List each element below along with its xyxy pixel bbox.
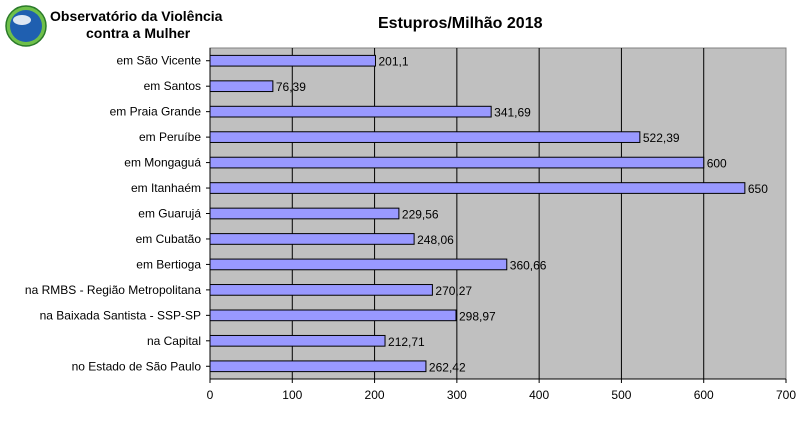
category-label: em Guarujá — [138, 207, 201, 221]
category-label: no Estado de São Paulo — [72, 359, 202, 373]
category-label: em Santos — [144, 79, 201, 93]
data-label: 600 — [707, 157, 727, 171]
category-label: em Bertioga — [136, 257, 201, 271]
category-label: em Cubatão — [136, 232, 202, 246]
category-label: na Capital — [147, 334, 201, 348]
org-name-line-1: Observatório da Violência — [50, 8, 223, 24]
x-tick-label: 100 — [282, 388, 302, 402]
x-tick-label: 200 — [365, 388, 385, 402]
data-label: 298,97 — [459, 309, 496, 323]
data-label: 76,39 — [276, 80, 306, 94]
category-label: em Mongaguá — [124, 156, 201, 170]
axes: 0 100 200 300 400 500 600 700 em São Vicente em S… — [25, 48, 796, 402]
category-label: na RMBS - Região Metropolitana — [25, 283, 201, 297]
bar — [209, 334, 386, 347]
bar — [209, 258, 508, 271]
x-tick-label: 400 — [529, 388, 549, 402]
x-tick-label: 500 — [611, 388, 631, 402]
x-tick-label: 300 — [447, 388, 467, 402]
data-label: 650 — [748, 182, 768, 196]
category-label: em Itanhaém — [131, 181, 201, 195]
x-tick-label: 700 — [776, 388, 796, 402]
data-label: 201,1 — [378, 55, 408, 69]
data-label: 341,69 — [494, 106, 531, 120]
chart-title: Estupros/Milhão 2018 — [378, 15, 543, 32]
category-label: em Praia Grande — [110, 105, 202, 119]
x-tick-label: 0 — [207, 388, 214, 402]
bar — [209, 156, 705, 169]
org-name-line-2: contra a Mulher — [86, 25, 191, 41]
bar — [209, 182, 746, 194]
category-label: na Baixada Santista - SSP-SP — [40, 308, 201, 322]
bar — [209, 207, 400, 220]
data-label: 229,56 — [402, 208, 439, 222]
data-label: 262,42 — [429, 360, 466, 374]
category-label: em São Vicente — [117, 54, 202, 68]
bar — [209, 360, 427, 373]
category-label: em Peruíbe — [139, 130, 201, 144]
bar — [209, 309, 457, 322]
data-label: 270,27 — [435, 284, 472, 298]
data-label: 212,71 — [388, 335, 425, 349]
data-label: 360,66 — [510, 258, 547, 272]
bar — [209, 131, 641, 143]
bar — [209, 284, 433, 296]
x-tick-label: 600 — [694, 388, 714, 402]
bar — [209, 105, 492, 118]
data-label: 522,39 — [643, 131, 680, 145]
globe-logo-icon — [5, 5, 47, 47]
bar — [209, 80, 274, 93]
bar — [209, 233, 415, 245]
data-label: 248,06 — [417, 233, 454, 247]
bar — [209, 54, 376, 67]
